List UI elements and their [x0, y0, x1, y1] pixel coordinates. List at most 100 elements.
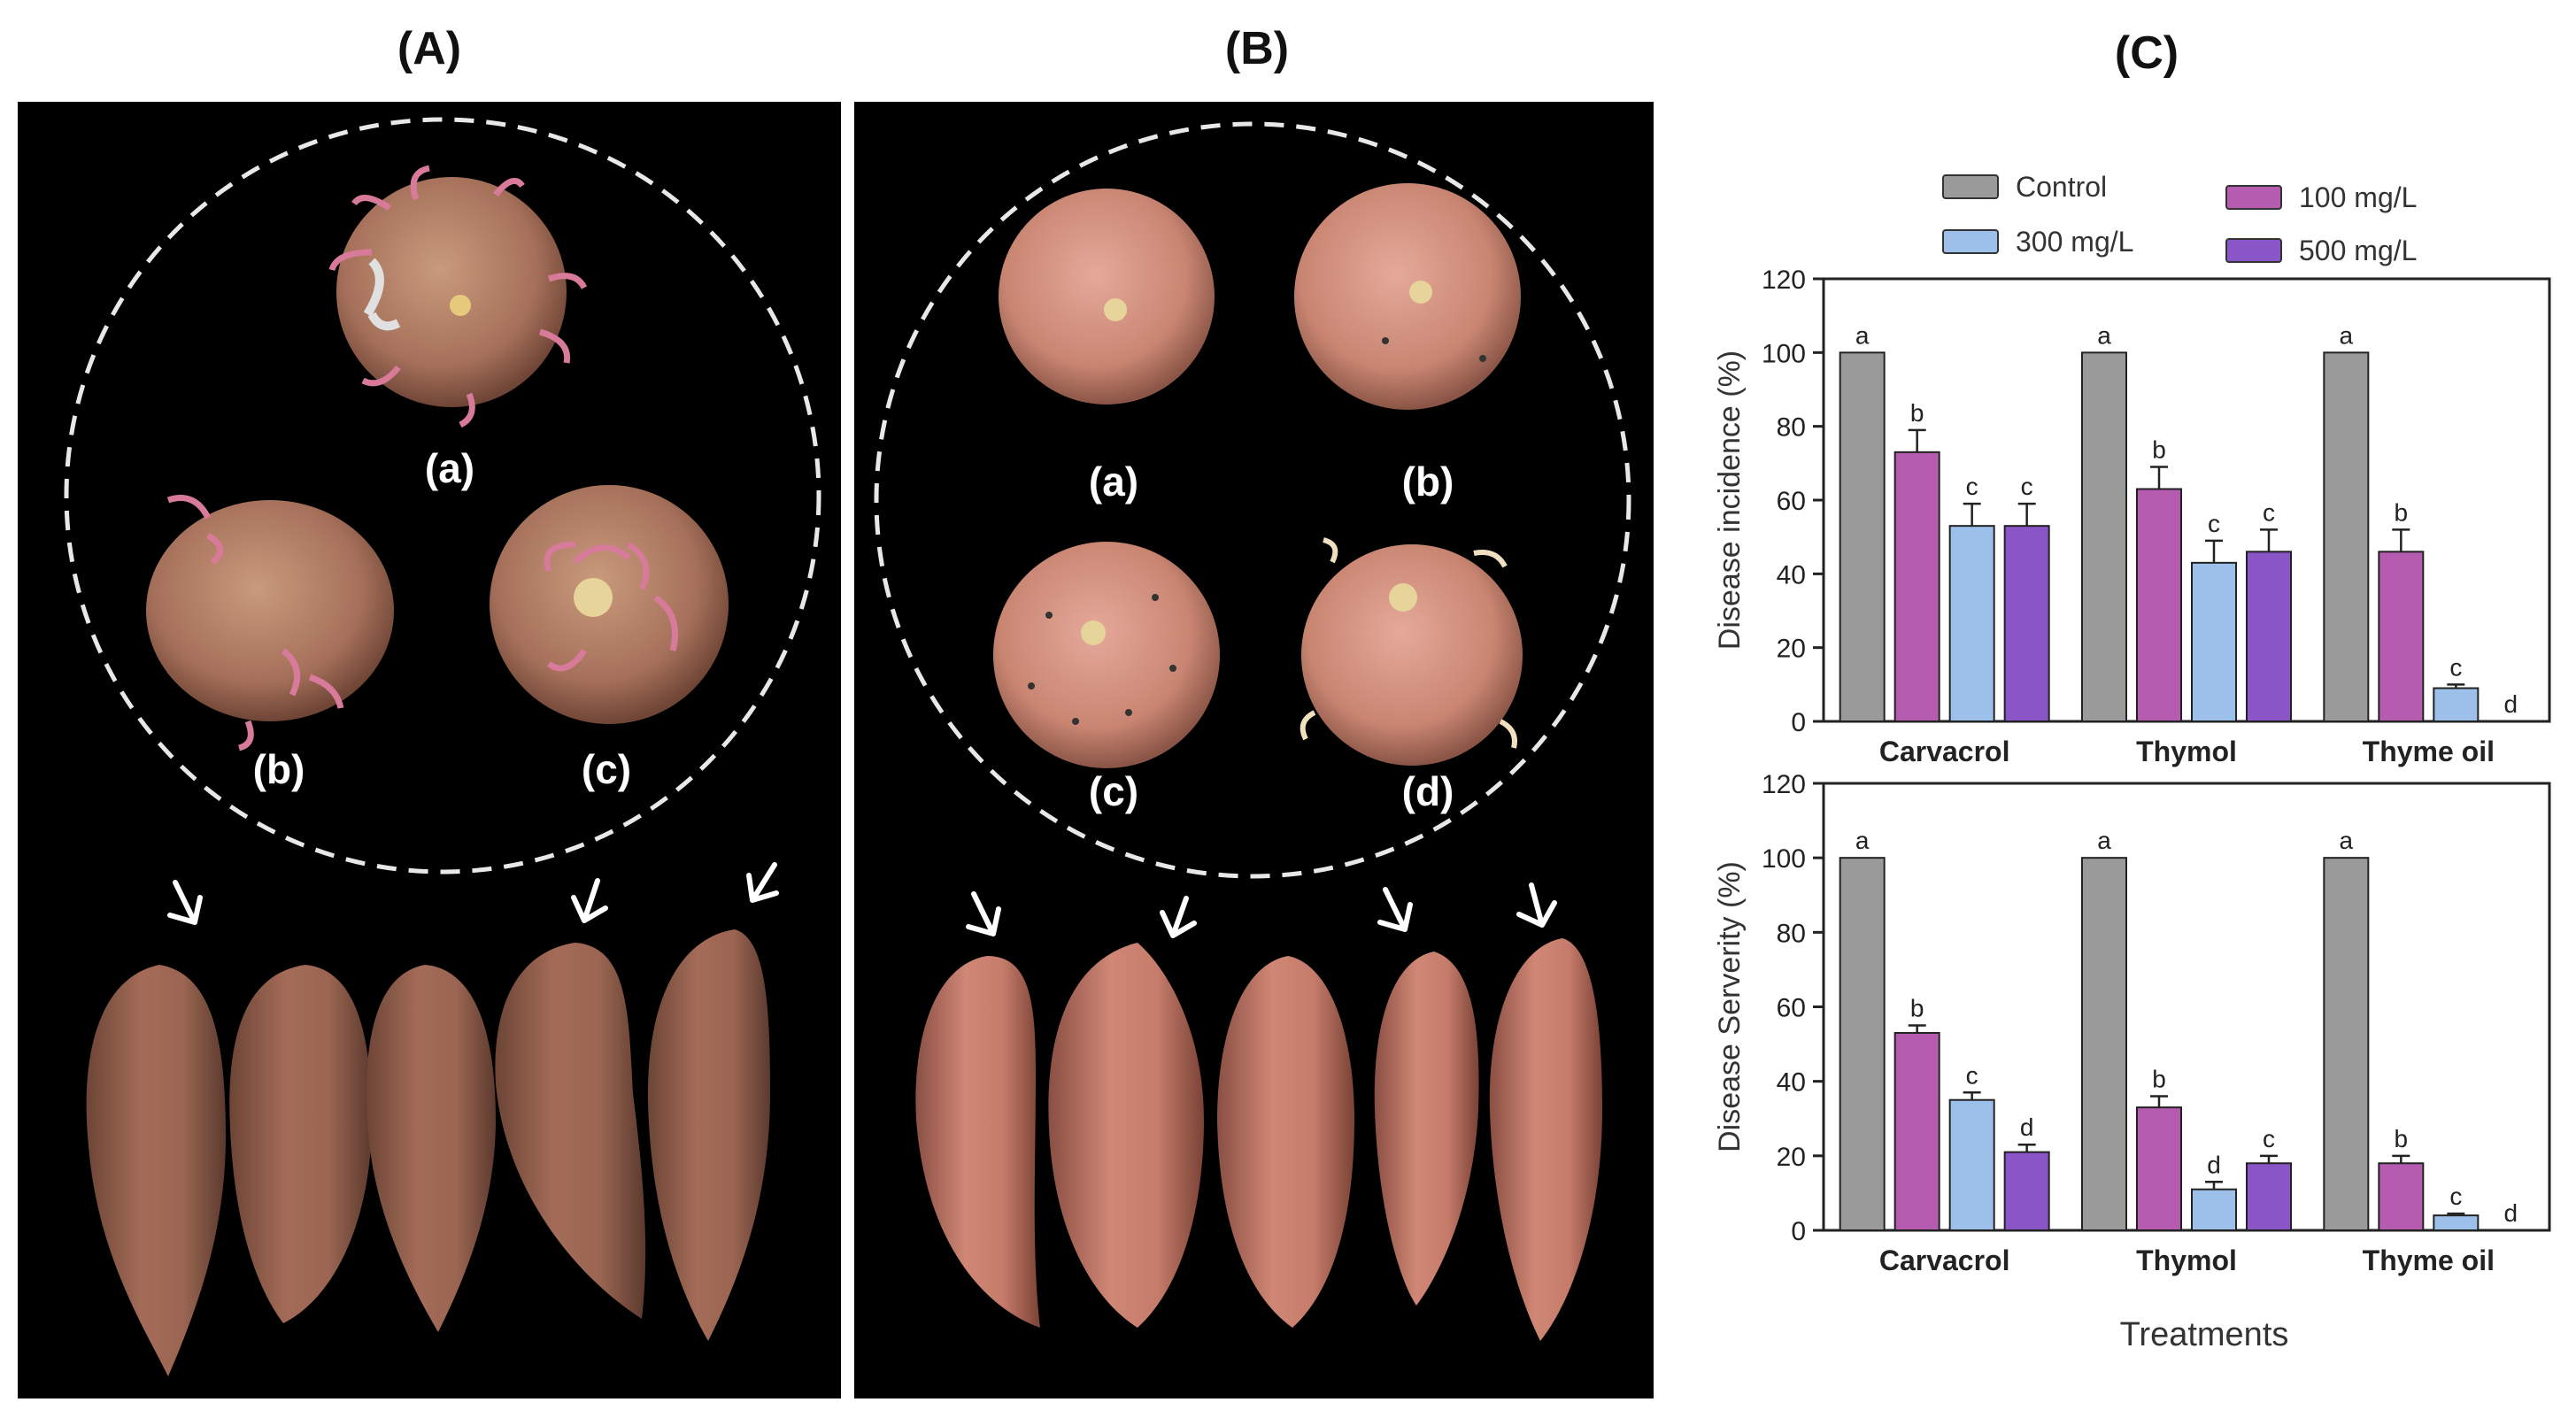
bar-control-thyme-oil: [2323, 351, 2370, 722]
significance-letter: a: [2340, 827, 2354, 854]
y-tick-label: 80: [1777, 413, 1806, 443]
tuber-label-a: (a): [1089, 458, 1138, 505]
error-bar: [2392, 1154, 2410, 1164]
tuber-top-b: [1294, 183, 1521, 410]
significance-letter: b: [1910, 399, 1924, 427]
panel-a-title: (A): [397, 23, 462, 74]
significance-letter: b: [2395, 1125, 2409, 1152]
bar-control-carvacrol: [1839, 351, 1886, 722]
bar-control-thymol: [2081, 857, 2127, 1232]
y-tick-label: 120: [1762, 770, 1806, 799]
significance-letter: b: [2152, 1066, 2166, 1093]
bar-control-carvacrol: [1839, 857, 1886, 1232]
significance-letter: c: [1966, 1061, 1978, 1089]
photo-panel-b-image: (a) (b) (c) (d): [874, 121, 1631, 1341]
error-bar: [2447, 1212, 2465, 1216]
y-tick-label: 100: [1762, 844, 1806, 874]
legend-swatch-100-mg-l: [2225, 185, 2282, 210]
tuber-label-c: (c): [582, 746, 631, 792]
arrow-icon: [746, 862, 779, 903]
significance-letter: d: [2207, 1151, 2221, 1178]
error-bar: [2150, 1095, 2168, 1108]
significance-letter: d: [2504, 1199, 2518, 1227]
significance-letter: d: [2020, 1113, 2034, 1141]
dashed-circle: [64, 117, 821, 875]
error-bar: [2205, 1181, 2223, 1190]
bar-500-mg-l-thymol: [2246, 551, 2292, 723]
bar-300-mg-l-thymol: [2191, 561, 2237, 723]
dashed-circle: [874, 121, 1631, 879]
significance-letter: c: [2021, 473, 2033, 500]
y-tick-label: 40: [1777, 560, 1806, 589]
disease-incidence-chart: 0 20 40 60 80 100 120 Disease incidence (%) a b c c…: [1713, 266, 2551, 767]
significance-letter: c: [2449, 653, 2462, 681]
arrow-icon: [1160, 896, 1197, 938]
tuber-top-a: [328, 165, 588, 428]
legend-label: Control: [2016, 171, 2107, 203]
significance-letter: c: [2263, 1125, 2275, 1152]
y-tick-label: 60: [1777, 487, 1806, 516]
significance-letter: a: [1855, 827, 1870, 854]
error-bar: [1963, 502, 1981, 527]
error-bar: [2447, 683, 2465, 689]
x-category-label: Thymol: [2136, 1244, 2237, 1276]
x-axis-title: Treatments: [2120, 1316, 2289, 1353]
tuber-side-5: [1489, 938, 1602, 1341]
arrow-icon: [1377, 887, 1413, 932]
bar-control-thymol: [2081, 351, 2127, 722]
y-tick-label: 100: [1762, 339, 1806, 368]
tuber-side-2: [1048, 943, 1204, 1328]
error-bar: [2260, 1154, 2278, 1164]
x-category-label: Thyme oil: [2363, 1244, 2495, 1276]
tuber-label-c: (c): [1089, 768, 1138, 814]
photo-panel-a: (a) (b) (c): [18, 102, 841, 1398]
y-axis-label: Disease incidence (%): [1713, 351, 1747, 650]
x-category-label: Carvacrol: [1879, 1244, 2010, 1276]
y-tick-label: 40: [1777, 1068, 1806, 1098]
bar-100-mg-l-carvacrol: [1893, 1031, 1940, 1231]
photo-panel-b: (a) (b) (c) (d): [854, 102, 1654, 1398]
error-bar: [2260, 528, 2278, 552]
error-bar: [2017, 1143, 2036, 1152]
bar-100-mg-l-carvacrol: [1893, 451, 1940, 722]
tuber-label-a: (a): [425, 445, 474, 491]
legend-swatch-500-mg-l: [2225, 238, 2282, 263]
tuber-side-4: [1374, 952, 1479, 1306]
significance-letter: b: [1910, 995, 1924, 1022]
y-tick-label: 60: [1777, 994, 1806, 1023]
tuber-side-1: [915, 956, 1040, 1328]
tuber-top-d: [1300, 537, 1523, 766]
tuber-top-a: [999, 189, 1215, 405]
photo-panel-a-image: (a) (b) (c): [64, 117, 821, 1376]
panel-b-title: (B): [1224, 23, 1290, 74]
legend-label: 100 mg/L: [2299, 181, 2417, 213]
error-bar: [2392, 528, 2410, 552]
y-tick-label: 120: [1762, 266, 1806, 295]
tuber-label-b: (b): [1402, 458, 1454, 505]
y-tick-label: 0: [1791, 708, 1806, 737]
legend-label: 500 mg/L: [2299, 235, 2417, 266]
legend-swatch-control: [1942, 174, 1999, 199]
tuber-top-b: [146, 495, 394, 751]
tuber-side-2: [229, 965, 372, 1323]
x-category-label: Carvacrol: [1879, 736, 2010, 767]
error-bar: [2150, 466, 2168, 489]
legend-label: 300 mg/L: [2016, 226, 2133, 258]
y-axis-label: Disease Serverity (%): [1713, 861, 1747, 1152]
error-bar: [1963, 1091, 1981, 1100]
tuber-top-c: [993, 542, 1220, 768]
x-category-label: Thyme oil: [2363, 736, 2495, 767]
significance-letter: c: [2449, 1183, 2462, 1210]
bar-500-mg-l-thymol: [2246, 1162, 2292, 1231]
error-bar: [2205, 539, 2223, 563]
tuber-side-3: [1217, 956, 1354, 1328]
significance-letter: b: [2152, 436, 2166, 464]
y-tick-label: 20: [1777, 635, 1806, 664]
tuber-side-5: [647, 929, 770, 1341]
significance-letter: b: [2395, 498, 2409, 526]
bar-300-mg-l-thyme-oil: [2433, 1214, 2480, 1231]
bar-300-mg-l-carvacrol: [1948, 1098, 1995, 1232]
error-bar: [1908, 1024, 1926, 1033]
significance-letter: c: [2208, 510, 2220, 537]
bar-500-mg-l-carvacrol: [2003, 525, 2050, 722]
